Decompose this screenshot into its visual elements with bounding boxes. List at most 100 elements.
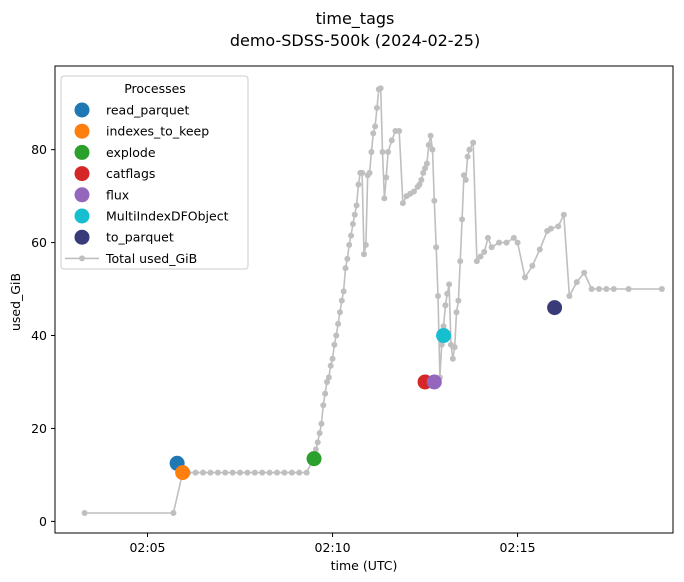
total-used-point — [510, 234, 517, 241]
total-used-point — [435, 293, 442, 300]
total-used-point — [325, 374, 332, 381]
plot-area — [81, 85, 665, 517]
total-used-point — [566, 293, 573, 300]
legend-label: indexes_to_keep — [106, 124, 209, 139]
total-used-point — [383, 174, 390, 181]
total-used-point — [340, 288, 347, 295]
total-used-point — [396, 128, 403, 135]
total-used-point — [399, 200, 406, 207]
total-used-point — [355, 181, 362, 188]
total-used-point — [318, 420, 325, 427]
total-used-point — [555, 223, 562, 230]
chart-title: time_tags — [316, 9, 395, 29]
total-used-point — [440, 323, 447, 330]
total-used-point — [503, 239, 510, 246]
total-used-point — [377, 85, 384, 92]
total-used-point — [266, 469, 273, 476]
total-used-point — [327, 362, 334, 369]
y-tick-label: 0 — [39, 514, 47, 529]
total-used-point — [453, 309, 460, 316]
total-used-point — [348, 232, 355, 239]
legend-marker-flux — [74, 187, 90, 203]
total-used-point — [366, 169, 373, 176]
legend-title: Processes — [124, 81, 186, 96]
total-used-point — [322, 390, 329, 397]
x-axis-label: time (UTC) — [331, 558, 398, 573]
total-used-point — [455, 297, 462, 304]
total-used-point — [473, 258, 480, 265]
total-used-point — [521, 274, 528, 281]
y-tick-label: 60 — [31, 235, 47, 250]
total-used-point — [335, 320, 342, 327]
total-used-point — [423, 160, 430, 167]
total-used-point — [433, 244, 440, 251]
total-used-point — [581, 269, 588, 276]
total-used-point — [207, 469, 214, 476]
total-used-point — [560, 211, 567, 218]
total-used-point — [244, 469, 251, 476]
total-used-point — [603, 286, 610, 293]
total-used-point — [331, 341, 338, 348]
total-used-point — [418, 176, 425, 183]
total-used-point — [449, 355, 456, 362]
total-used-point — [288, 469, 295, 476]
total-used-point — [222, 469, 229, 476]
total-used-point — [547, 225, 554, 232]
marker-explode — [306, 451, 322, 467]
legend-marker-to_parquet — [74, 229, 90, 245]
total-used-point — [451, 344, 458, 351]
total-used-point — [427, 132, 434, 139]
total-used-point — [431, 197, 438, 204]
total-used-point — [379, 148, 386, 155]
total-used-point — [442, 302, 449, 309]
total-used-point — [349, 220, 356, 227]
total-used-point — [416, 181, 423, 188]
chart-subtitle: demo-SDSS-500k (2024-02-25) — [230, 31, 480, 50]
total-used-point — [370, 130, 377, 137]
legend-marker-multiindexdfobject — [74, 208, 90, 224]
total-used-point — [446, 281, 453, 288]
total-used-point — [320, 402, 327, 409]
y-tick-label: 20 — [31, 421, 47, 436]
total-used-point — [625, 286, 632, 293]
marker-to_parquet — [547, 300, 563, 316]
total-used-point — [466, 146, 473, 153]
total-used-point — [429, 146, 436, 153]
legend-line-point — [79, 255, 85, 262]
total-used-point — [388, 137, 395, 144]
total-used-point — [237, 469, 244, 476]
total-used-point — [303, 469, 310, 476]
y-tick-label: 80 — [31, 142, 47, 157]
legend-box — [60, 75, 249, 270]
total-used-point — [457, 258, 464, 265]
total-used-point — [81, 510, 88, 517]
total-used-point — [274, 469, 281, 476]
legend-marker-catflags — [74, 166, 90, 182]
total-used-point — [353, 202, 360, 209]
y-tick-label: 40 — [31, 328, 47, 343]
total-used-point — [329, 355, 336, 362]
total-used-point — [344, 255, 351, 262]
marker-indexes_to_keep — [175, 465, 191, 481]
total-used-point — [314, 439, 321, 446]
total-used-point — [229, 469, 236, 476]
total-used-point — [373, 104, 380, 111]
total-used-point — [462, 176, 469, 183]
total-used-point — [259, 469, 266, 476]
legend-marker-indexes_to_keep — [74, 123, 90, 139]
axes-frame — [54, 65, 674, 534]
total-used-point — [214, 469, 221, 476]
total-used-point — [488, 244, 495, 251]
total-used-point — [346, 241, 353, 248]
total-used-point — [342, 265, 349, 272]
total-used-point — [170, 510, 177, 517]
legend-label: MultiIndexDFObject — [106, 209, 229, 224]
total-used-point — [361, 251, 367, 258]
total-used-point — [368, 148, 375, 155]
legend-marker-read_parquet — [74, 102, 90, 118]
total-used-point — [281, 469, 288, 476]
total-used-point — [425, 141, 432, 148]
total-used-point — [385, 148, 392, 155]
total-used-point — [514, 239, 521, 246]
